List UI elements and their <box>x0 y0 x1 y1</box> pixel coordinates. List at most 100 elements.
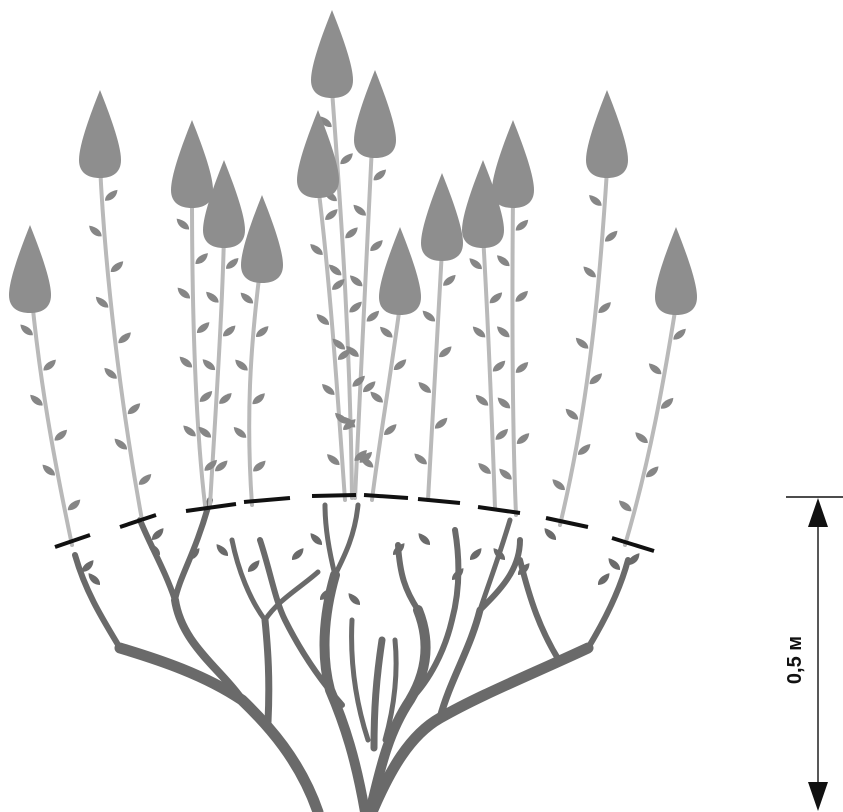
leaf-bud <box>198 426 212 438</box>
dimension-label: 0,5 м <box>784 636 806 684</box>
shoot <box>30 298 74 547</box>
leaf-bud <box>422 310 436 322</box>
leaf-bud <box>340 153 353 165</box>
young-shoots <box>30 88 678 547</box>
pruning-line-segment <box>54 533 91 549</box>
pruning-line-segment <box>363 493 409 500</box>
shoot <box>190 193 207 507</box>
leaf-bud <box>30 394 43 406</box>
shoot <box>208 233 226 507</box>
leaf-bud <box>575 337 589 349</box>
leaf-bud <box>635 432 648 444</box>
leaf-bud <box>583 266 596 278</box>
leaf-bud <box>499 468 512 480</box>
leaf-bud <box>495 428 508 440</box>
leaf-bud <box>253 460 266 472</box>
leaf-bud <box>472 326 486 338</box>
leaf-bud <box>345 227 358 239</box>
leaf-bud <box>177 287 191 299</box>
leaf-bud <box>195 253 208 264</box>
flower-panicle <box>241 195 283 283</box>
shoot <box>623 303 678 547</box>
pruning-line-segment <box>119 513 157 529</box>
leaf-bud <box>384 424 397 435</box>
branch <box>370 636 386 752</box>
leaf-bud <box>206 291 219 303</box>
pruning-line-segment <box>477 505 521 515</box>
leaf-bud <box>225 257 239 269</box>
branch <box>261 616 273 726</box>
flower-panicle <box>354 70 396 158</box>
leaf-bud <box>648 363 662 375</box>
leaf-bud <box>332 338 346 350</box>
flower-panicle <box>492 120 534 208</box>
pruning-line-segment <box>417 497 461 505</box>
flower-panicle <box>171 120 213 208</box>
leaf-bud <box>646 466 659 478</box>
branch <box>322 502 338 578</box>
leaf-bud <box>353 204 366 216</box>
leaf-bud <box>515 290 528 302</box>
leaf-bud <box>393 359 407 371</box>
leaf-bud <box>604 230 618 242</box>
leaf-bud <box>478 463 491 474</box>
pruning-line-segment <box>311 493 357 498</box>
leaf-bud <box>515 361 529 373</box>
leaf-bud <box>67 499 81 511</box>
leaf-bud <box>627 553 640 565</box>
leaf-bud <box>235 359 248 371</box>
flower-panicle <box>9 225 51 313</box>
leaf-bud <box>310 244 323 255</box>
leaf-bud <box>370 391 383 403</box>
leaf-bud <box>516 433 530 444</box>
leaf-bud <box>660 397 674 409</box>
leaf-bud <box>327 454 340 465</box>
branch <box>137 517 178 603</box>
leaf-bud <box>346 345 359 357</box>
leaf-bud <box>434 417 448 429</box>
leaf-buds <box>20 116 686 605</box>
shoot <box>330 88 354 500</box>
leaf-bud <box>392 543 405 555</box>
leaf-bud <box>43 359 56 371</box>
leaf-bud <box>310 533 323 545</box>
leaf-bud <box>110 261 124 273</box>
leaf-bud <box>89 225 102 237</box>
branch <box>395 542 421 613</box>
leaf-bud <box>618 500 632 512</box>
leaf-bud <box>597 573 610 585</box>
leaf-bud <box>565 408 579 420</box>
flower-panicle <box>311 10 353 98</box>
leaf-bud <box>54 429 67 441</box>
leaf-bud <box>517 563 530 575</box>
leaf-bud <box>88 573 101 585</box>
shoot <box>98 163 144 522</box>
leaf-bud <box>342 416 356 428</box>
pruning-line-segment <box>243 496 291 504</box>
leaf-bud <box>362 381 376 393</box>
leaf-bud <box>414 453 427 465</box>
leaf-bud <box>151 528 164 540</box>
leaf-bud <box>349 275 363 287</box>
leaf-bud <box>148 543 161 555</box>
leaf-bud <box>319 116 332 128</box>
leaf-bud <box>105 189 118 201</box>
leaf-bud <box>42 464 55 476</box>
leaf-bud <box>469 258 482 270</box>
flower-panicle <box>421 173 463 261</box>
pruning-line <box>54 493 655 553</box>
leaf-bud <box>373 169 387 181</box>
shoot <box>426 248 444 502</box>
leaf-bud <box>366 310 380 322</box>
pruning-line-segment <box>611 536 655 553</box>
branch <box>229 537 268 623</box>
leaf-bud <box>183 425 196 437</box>
old-wood-branches <box>72 497 631 812</box>
leaf-bud <box>316 314 330 325</box>
branch <box>72 552 123 651</box>
leaf-bud <box>354 450 367 461</box>
branch <box>349 617 371 743</box>
leaf-bud <box>176 218 190 230</box>
leaf-bud <box>598 302 611 313</box>
